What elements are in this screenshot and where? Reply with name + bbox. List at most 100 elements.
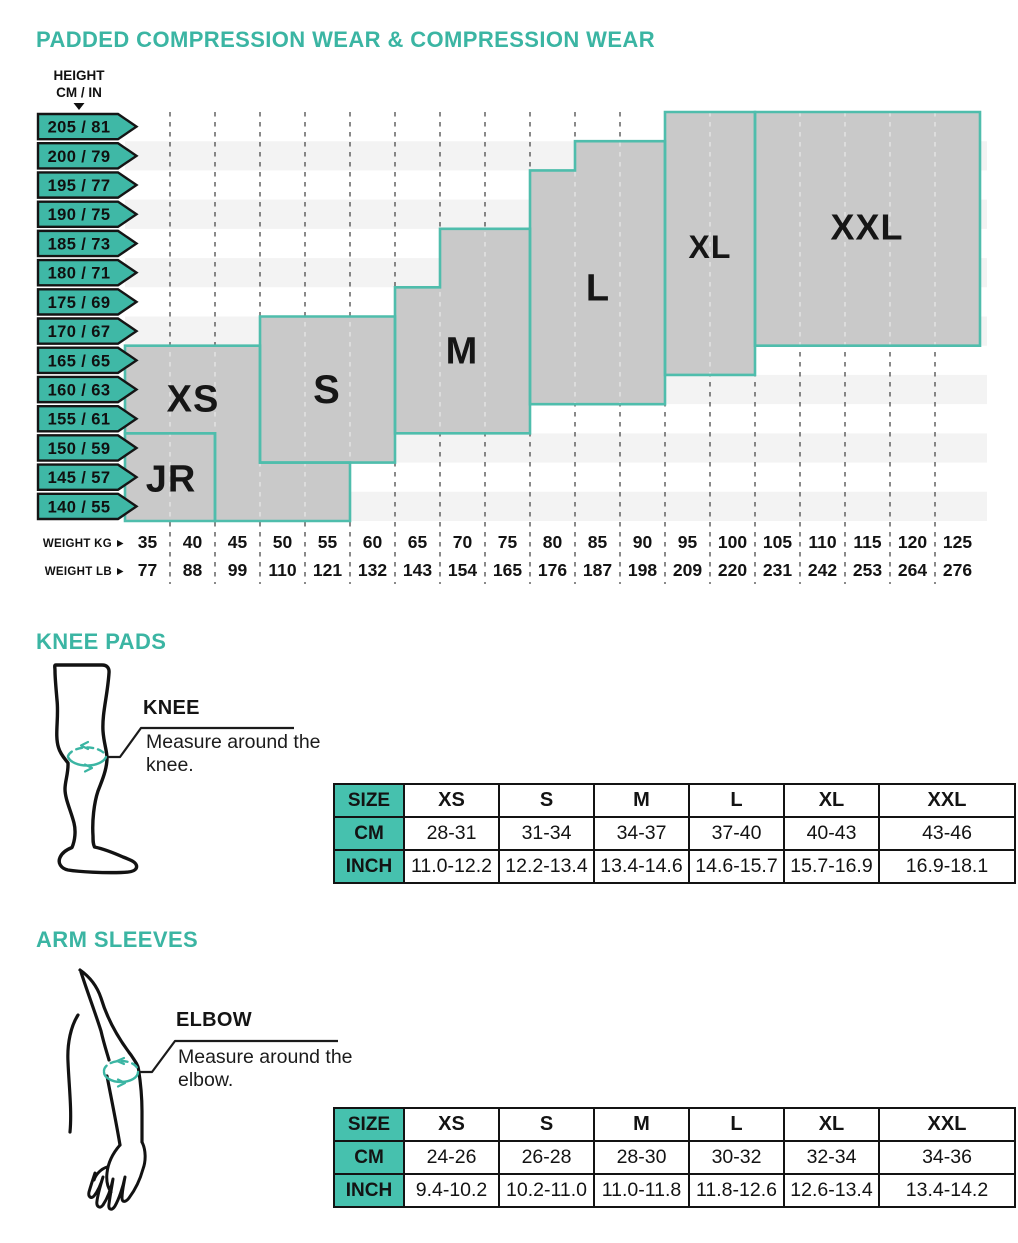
weight-kg-label: WEIGHT KG	[43, 538, 112, 550]
height-pennant	[36, 142, 139, 170]
size-region-fill-JR	[125, 433, 215, 521]
table-cell: 10.2-11.0	[498, 1173, 595, 1208]
size-region-label-S: S	[313, 368, 341, 412]
weight-lb-value: 264	[898, 560, 927, 580]
size-region-fill-XXL	[755, 112, 980, 346]
elbow-measure-arrow-right	[116, 1078, 127, 1088]
right-arrow-icon	[117, 568, 124, 575]
table-row-header-cell: INCH	[333, 1173, 405, 1208]
size-region-label-XS: XS	[167, 378, 220, 420]
table-header-cell: XL	[783, 783, 880, 818]
height-pennant-label: 155 / 61	[48, 411, 111, 429]
table-cell: 14.6-15.7	[688, 849, 785, 884]
height-pennant-label: 205 / 81	[48, 119, 111, 137]
height-pennant	[36, 317, 139, 345]
weight-kg-value: 90	[633, 532, 653, 552]
weight-lb-value: 220	[718, 560, 747, 580]
weight-lb-value: 209	[673, 560, 702, 580]
weight-lb-value: 99	[228, 560, 248, 580]
knee-leg-illustration	[53, 663, 294, 875]
weight-kg-value: 95	[678, 532, 698, 552]
table-header-cell: S	[498, 1107, 595, 1142]
height-pennant-label: 185 / 73	[48, 235, 111, 253]
knee-size-table: SIZE XS S M L XL XXL CM 28-31 31-34 34-37 37-40 40-4…	[333, 783, 1016, 884]
table-header-cell: L	[688, 1107, 785, 1142]
table-cell: 30-32	[688, 1140, 785, 1175]
knee-measure-arrow-left	[79, 740, 90, 751]
table-cell: 15.7-16.9	[783, 849, 880, 884]
weight-lb-value: 132	[358, 560, 387, 580]
weight-kg-value: 60	[363, 532, 383, 552]
elbow-callout-line	[139, 1039, 338, 1074]
weight-lb-value: 176	[538, 560, 567, 580]
height-pennant	[36, 171, 139, 199]
forearm-left-edge	[105, 1074, 122, 1147]
table-cell: 40-43	[783, 816, 880, 851]
table-cell: 37-40	[688, 816, 785, 851]
arm-elbow-illustration	[66, 968, 338, 1211]
table-cell: 12.2-13.4	[498, 849, 595, 884]
height-pennant	[36, 434, 139, 462]
weight-lb-value: 121	[313, 560, 342, 580]
elbow-measure-arrow-left	[115, 1056, 126, 1066]
table-header-cell: XS	[403, 783, 500, 818]
table-cell: 12.6-13.4	[783, 1173, 880, 1208]
weight-kg-value: 115	[853, 532, 881, 552]
table-cell: 34-36	[878, 1140, 1016, 1175]
height-pennant	[36, 200, 139, 229]
height-pennant-label: 145 / 57	[48, 469, 111, 487]
table-header-cell: XXL	[878, 1107, 1016, 1142]
table-header-cell: XL	[783, 1107, 880, 1142]
height-pennant-label: 195 / 77	[48, 177, 111, 195]
height-axis-label: HEIGHT CM / IN	[53, 68, 105, 100]
arm-outline	[78, 968, 144, 1144]
height-pennant	[36, 346, 139, 375]
arm-side-line	[66, 1013, 80, 1134]
table-header-cell: L	[688, 783, 785, 818]
weight-lb-value: 77	[138, 560, 157, 580]
size-region-fill-L	[530, 141, 665, 405]
height-pennant	[36, 375, 139, 404]
weight-lb-value: 165	[493, 560, 522, 580]
elbow-callout-label: ELBOW	[176, 1009, 252, 1031]
weight-kg-value: 45	[228, 532, 248, 552]
arm-size-table: SIZE XS S M L XL XXL CM 24-26 26-28 28-30 30-32 32-3…	[333, 1107, 1016, 1208]
height-pennant-label: 170 / 67	[48, 323, 111, 341]
weight-kg-value: 35	[138, 532, 158, 552]
knee-callout-text: Measure around the knee.	[146, 731, 321, 776]
weight-lb-value: 253	[853, 560, 882, 580]
table-cell: 11.0-11.8	[593, 1173, 690, 1208]
table-header-cell: XXL	[878, 783, 1016, 818]
size-region-label-JR: JR	[146, 458, 197, 500]
weight-kg-value: 50	[273, 532, 293, 552]
weight-lb-value: 242	[808, 560, 837, 580]
weight-lb-value: 187	[583, 560, 612, 580]
weight-kg-value: 100	[718, 532, 747, 552]
size-table: SIZE XS S M L XL XXL CM 28-31 31-34 34-37 37-40 40-4…	[333, 783, 1016, 884]
height-pennant	[36, 229, 139, 258]
size-region-border-S	[258, 315, 397, 464]
table-cell: 13.4-14.2	[878, 1173, 1016, 1208]
height-pennant-label: 140 / 55	[48, 498, 111, 516]
page-title: PADDED COMPRESSION WEAR & COMPRESSION WE…	[36, 27, 655, 52]
size-region-border-XXL	[753, 110, 982, 348]
size-region-label-M: M	[446, 330, 479, 372]
table-cell: 32-34	[783, 1140, 880, 1175]
size-region-border-XL	[663, 110, 757, 377]
table-row-header-cell: CM	[333, 1140, 405, 1175]
weight-lb-value: 198	[628, 560, 657, 580]
weight-kg-value: 80	[543, 532, 563, 552]
size-region-fill-XS	[125, 345, 350, 521]
weight-kg-value: 110	[808, 532, 836, 552]
right-arrow-icon	[117, 540, 124, 547]
height-pennant	[36, 258, 139, 287]
weight-kg-value: 105	[763, 532, 792, 552]
arm-sleeves-heading: ARM SLEEVES	[36, 927, 199, 952]
weight-kg-value: 120	[898, 532, 927, 552]
down-arrow-icon	[73, 103, 85, 110]
height-pennant	[36, 492, 139, 521]
height-pennant	[36, 112, 139, 141]
table-row-header-cell: CM	[333, 816, 405, 851]
table-row-header-cell: INCH	[333, 849, 405, 884]
